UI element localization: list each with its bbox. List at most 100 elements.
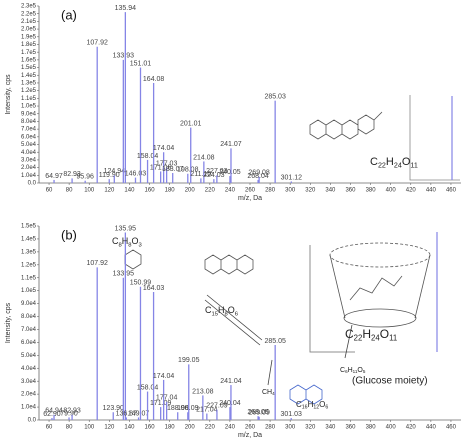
x-tick-label: 260 xyxy=(245,188,256,194)
y-tick-label: 2.1e5 xyxy=(21,19,37,25)
y-tick-label: 1.5e5 xyxy=(21,224,37,230)
element: H xyxy=(122,236,129,246)
x-tick-label: 220 xyxy=(205,188,216,194)
peak-label: 107.92 xyxy=(86,40,108,47)
x-tick-label: 300 xyxy=(285,425,296,431)
x-tick-label: 120 xyxy=(104,188,115,194)
subscript: 6 xyxy=(235,311,238,317)
y-tick-label: 5.0e4 xyxy=(21,353,37,359)
peak-label: 135.94 xyxy=(115,5,137,12)
y-tick-label: 8.0e4 xyxy=(21,314,37,320)
subscript: 6 xyxy=(345,369,348,374)
peak-label: 214.08 xyxy=(193,154,215,161)
peak-label: 269.09 xyxy=(248,410,270,417)
peak-label: 227.09 xyxy=(206,402,228,409)
y-tick-label: 2.3e5 xyxy=(21,4,37,10)
x-tick-label: 240 xyxy=(225,188,236,194)
element: CH xyxy=(262,389,272,396)
x-tick-label: 180 xyxy=(165,188,176,194)
y-tick-label: 1.1e5 xyxy=(21,275,37,281)
x-tick-label: 80 xyxy=(66,425,73,431)
element: H xyxy=(386,156,394,168)
x-tick-label: 120 xyxy=(104,425,115,431)
peak-label: 198.08 xyxy=(177,167,199,174)
peak-label: 164.03 xyxy=(143,285,165,292)
peak-label: 151.01 xyxy=(130,60,152,67)
y-tick-label: 1.0e4 xyxy=(21,405,37,411)
element: O xyxy=(319,400,325,409)
x-tick-label: 320 xyxy=(305,188,316,194)
peak-label: 268.04 xyxy=(247,173,269,180)
x-tick-label: 460 xyxy=(446,188,457,194)
peak-label: 123.90 xyxy=(103,405,125,412)
x-tick-label: 360 xyxy=(345,425,356,431)
subscript: 24 xyxy=(394,161,402,169)
y-tick-label: 0.0 xyxy=(28,181,37,187)
peak-label: 268.05 xyxy=(247,409,269,416)
element: C xyxy=(296,400,302,409)
subscript: 11 xyxy=(410,161,417,169)
x-tick-label: 400 xyxy=(386,425,397,431)
inset-b xyxy=(124,232,438,405)
y-tick-label: 8.0e4 xyxy=(21,119,37,125)
y-tick-label: 9.0e4 xyxy=(21,111,37,117)
peak-label: 79.90 xyxy=(60,410,78,417)
x-tick-label: 300 xyxy=(285,188,296,194)
subscript: 5 xyxy=(363,369,366,374)
element: C xyxy=(340,367,345,374)
peak-label: 199.05 xyxy=(178,357,200,364)
y-tick-label: 3.0e4 xyxy=(21,157,37,163)
peak-label: 62.90 xyxy=(43,411,61,418)
x-tick-label: 100 xyxy=(84,188,95,194)
formula: C22H24O11 xyxy=(370,156,418,169)
subscript: 22 xyxy=(378,161,386,169)
panel-label: (a) xyxy=(61,7,77,22)
peak-label: 198.09 xyxy=(177,405,199,412)
x-tick-label: 220 xyxy=(205,425,216,431)
x-tick-label: 160 xyxy=(145,425,156,431)
subscript: 12 xyxy=(313,405,319,411)
y-tick-label: 2.0e5 xyxy=(21,27,37,33)
subscript: 8 xyxy=(225,311,228,317)
peak-label: 82.93 xyxy=(63,408,81,415)
peak-label: 177.03 xyxy=(156,160,178,167)
subscript: 8 xyxy=(119,242,122,248)
element: O xyxy=(132,236,139,246)
element: O xyxy=(402,156,411,168)
y-tick-label: 1.1e5 xyxy=(21,96,37,102)
peak-label: 119.90 xyxy=(99,172,120,179)
y-tick-label: 7.0e4 xyxy=(21,127,37,133)
peak-label: 146.03 xyxy=(125,170,147,177)
y-tick-label: 1.4e5 xyxy=(21,73,37,79)
element: O xyxy=(357,367,363,374)
x-tick-label: 240 xyxy=(225,425,236,431)
peak-label: 211.10 xyxy=(190,171,211,178)
element: C xyxy=(345,327,354,341)
peak-label: 150.99 xyxy=(130,280,152,287)
y-tick-label: 4.0e4 xyxy=(21,366,37,372)
peak-label: 174.04 xyxy=(153,145,175,152)
y-tick-label: 1.3e5 xyxy=(21,249,37,255)
panel-label: (b) xyxy=(61,227,77,242)
x-axis-label: m/z, Da xyxy=(238,195,262,202)
x-tick-label: 100 xyxy=(84,425,95,431)
peak-label: 285.03 xyxy=(264,94,286,101)
y-tick-label: 1.7e5 xyxy=(21,50,37,56)
peak-label: 188.06 xyxy=(167,405,189,412)
x-tick-label: 140 xyxy=(124,188,135,194)
panel: 0.0 1.0e4 2.0e4 3.0e4 4.0e4 5.0e4 6.0e4 7.0e4 8.… xyxy=(5,224,461,439)
element: H xyxy=(218,305,225,315)
element: H xyxy=(348,367,353,374)
subscript: 3 xyxy=(139,242,142,248)
inset-a xyxy=(309,95,460,181)
x-tick-label: 360 xyxy=(345,188,356,194)
peak-label: 174.04 xyxy=(153,373,175,380)
x-tick-label: 380 xyxy=(366,425,377,431)
peak-label: 240.05 xyxy=(219,169,241,176)
y-tick-label: 6.0e4 xyxy=(21,340,37,346)
y-tick-label: 2.2e5 xyxy=(21,11,37,17)
y-tick-label: 5.0e4 xyxy=(21,142,37,148)
peak-label: 133.95 xyxy=(113,271,135,278)
x-tick-label: 140 xyxy=(124,425,135,431)
y-tick-label: 1.0e5 xyxy=(21,288,37,294)
